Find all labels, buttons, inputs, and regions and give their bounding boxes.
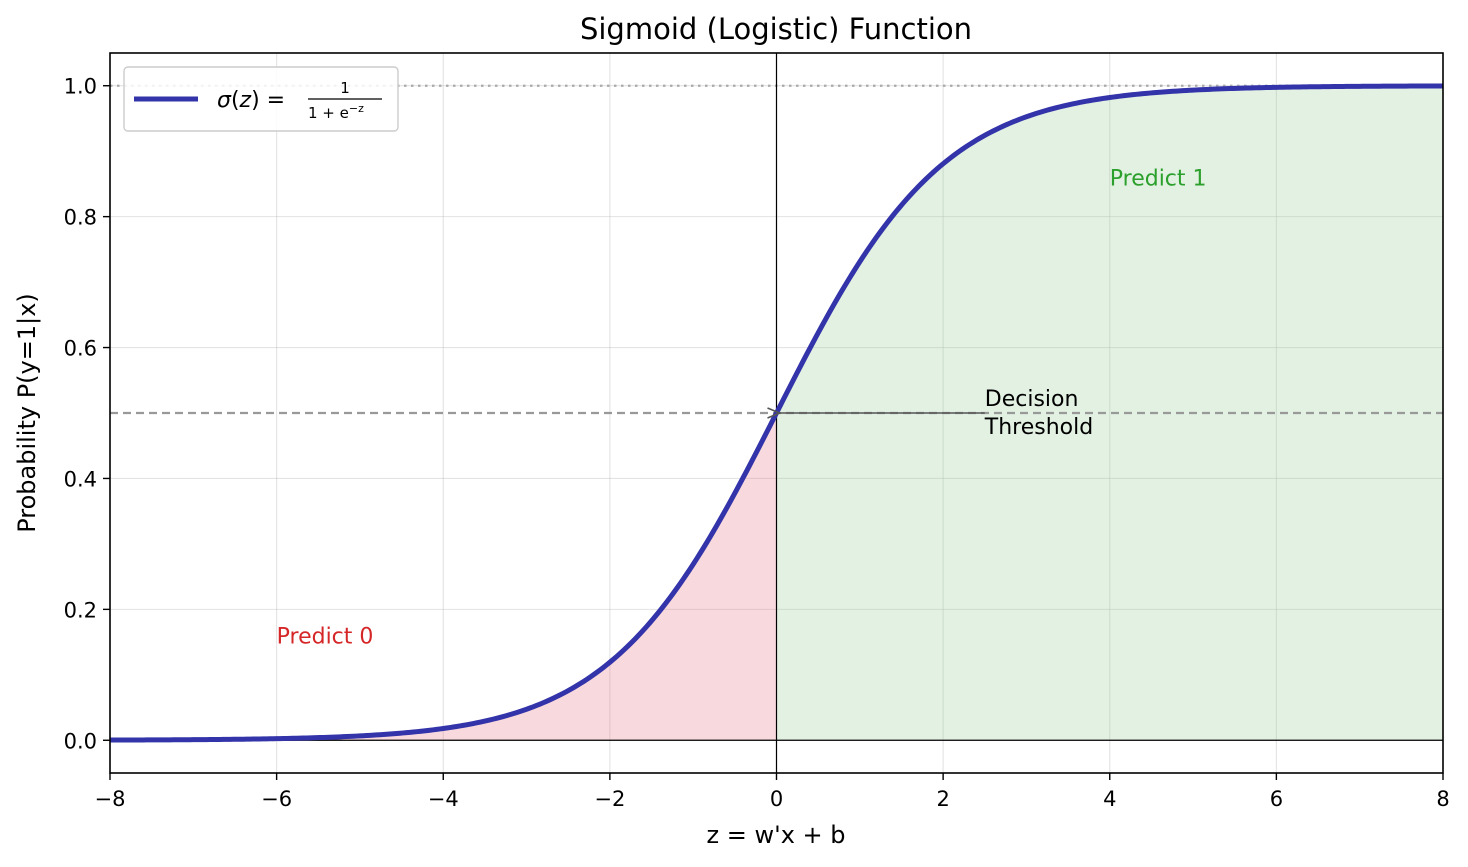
- x-tick-label: −2: [594, 787, 625, 811]
- legend-label: σ(z) =: [217, 88, 285, 113]
- y-tick-label: 1.0: [64, 75, 97, 99]
- chart-title: Sigmoid (Logistic) Function: [580, 12, 972, 46]
- x-tick-label: 0: [770, 787, 783, 811]
- legend-box: [123, 66, 399, 132]
- x-tick-label: −6: [261, 787, 292, 811]
- x-tick-label: 6: [1270, 787, 1283, 811]
- annotations: Predict 0 Predict 1 Decision Threshold: [277, 166, 1207, 649]
- legend-z: z: [239, 88, 252, 113]
- legend: σ(z) = 1 1 + e−z: [123, 66, 399, 132]
- prediction-regions: [110, 85, 1443, 741]
- y-tick-label: 0.2: [64, 598, 97, 622]
- x-tick-label: 8: [1436, 787, 1449, 811]
- legend-sigma: σ: [217, 88, 232, 113]
- legend-exponent: −z: [349, 102, 364, 115]
- y-axis-title: Probability P(y=1|x): [13, 293, 41, 533]
- y-tick-label: 0.4: [64, 467, 97, 491]
- y-tick-label: 0.6: [64, 337, 97, 361]
- x-axis-title: z = w'x + b: [707, 821, 846, 849]
- y-tick-label: 0.0: [64, 729, 97, 753]
- region-label-0: Predict 0: [277, 625, 374, 650]
- legend-denominator: 1 + e−z: [308, 102, 364, 122]
- annotation-line-0: Decision: [985, 387, 1079, 412]
- region-label-1: Predict 1: [1110, 166, 1207, 191]
- legend-numerator: 1: [340, 79, 350, 97]
- region-fill-0: [110, 413, 777, 741]
- y-tick-label: 0.8: [64, 206, 97, 230]
- axis-ticks: −8 −6 −4 −2 0 2 4 6 8 0.0 0.2 0.4 0.6 0.8 1.0: [64, 75, 1450, 811]
- legend-denominator-base: 1 + e: [308, 104, 349, 122]
- x-tick-label: −4: [428, 787, 459, 811]
- x-tick-label: 2: [936, 787, 949, 811]
- x-tick-label: −8: [95, 787, 126, 811]
- x-tick-label: 4: [1103, 787, 1116, 811]
- region-fill-1: [776, 85, 1443, 741]
- annotation-line-1: Threshold: [984, 415, 1093, 440]
